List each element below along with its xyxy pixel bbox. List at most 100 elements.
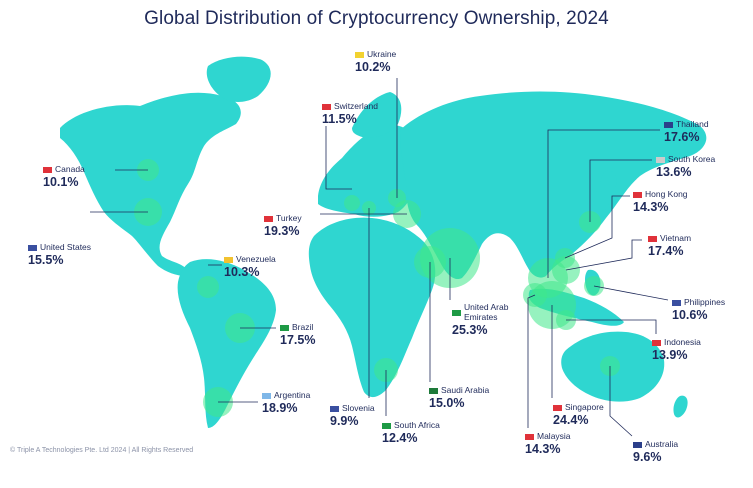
leader-line-philippines: [593, 285, 669, 301]
country-value: 17.4%: [648, 243, 684, 258]
country-label-slovenia: Slovenia 9.9%: [330, 403, 375, 428]
country-value: 15.0%: [429, 395, 465, 410]
country-name: Indonesia: [652, 337, 701, 348]
country-value: 17.5%: [280, 332, 316, 347]
country-value: 24.4%: [553, 412, 589, 427]
country-value: 10.2%: [355, 59, 391, 74]
page-title: Global Distribution of Cryptocurrency Ow…: [144, 8, 609, 29]
country-name-text: Ukraine: [367, 49, 397, 59]
country-name-text: Malaysia: [537, 431, 571, 441]
landmass-asia: [400, 91, 707, 280]
country-name: Argentina: [262, 390, 311, 401]
copyright-footer: © Triple A Technologies Pte. Ltd 2024 | …: [10, 447, 194, 454]
country-name-text: South Africa: [394, 420, 440, 430]
leader-line-switzerland: [325, 126, 352, 190]
country-value: 25.3%: [452, 322, 488, 337]
flag-icon: [648, 235, 657, 242]
country-label-brazil: Brazil 17.5%: [280, 322, 316, 347]
country-name: Ukraine: [355, 49, 397, 60]
country-name-text: Indonesia: [664, 337, 701, 347]
flag-icon: [633, 441, 642, 448]
country-value: 9.9%: [330, 413, 359, 428]
country-value: 11.5%: [322, 111, 357, 126]
country-value: 15.5%: [28, 252, 64, 267]
landmass-south-america: [177, 259, 276, 428]
leader-line-hong-kong: [564, 195, 630, 259]
leader-line-vietnam: [565, 239, 642, 271]
country-name-text: United Arab Emirates: [464, 302, 509, 322]
country-name-text: Venezuela: [236, 254, 276, 264]
country-label-uae: United Arab Emirates 25.3%: [452, 302, 509, 337]
country-label-canada: Canada 10.1%: [43, 164, 85, 189]
country-label-malaysia: Malaysia 14.3%: [525, 431, 571, 456]
country-label-ukraine: Ukraine 10.2%: [355, 49, 397, 74]
country-name-text: Saudi Arabia: [441, 385, 490, 395]
country-name-text: United States: [40, 242, 92, 252]
country-label-united-states: United States 15.5%: [28, 242, 92, 267]
country-name: Turkey: [264, 213, 302, 224]
country-name-text: Australia: [645, 439, 679, 449]
country-name: Venezuela: [224, 254, 276, 265]
country-name-text: Brazil: [292, 322, 314, 332]
country-label-venezuela: Venezuela 10.3%: [224, 254, 276, 279]
landmass-new-zealand: [673, 395, 688, 418]
flag-icon: [525, 433, 534, 440]
bubble-venezuela: [197, 276, 219, 298]
country-name: South Africa: [382, 420, 440, 431]
country-name-text: Philippines: [684, 297, 726, 307]
leader-line-indonesia: [566, 319, 657, 334]
country-name: Saudi Arabia: [429, 385, 490, 396]
country-label-switzerland: Switzerland 11.5%: [322, 101, 378, 126]
country-name: South Korea: [656, 154, 715, 165]
country-name-text: Argentina: [274, 390, 311, 400]
country-label-south-africa: South Africa 12.4%: [382, 420, 440, 445]
country-name-text: Singapore: [565, 402, 604, 412]
flag-icon: [28, 244, 37, 251]
country-name: Brazil: [280, 322, 315, 333]
country-label-saudi-arabia: Saudi Arabia 15.0%: [429, 385, 490, 410]
country-value: 9.6%: [633, 449, 662, 464]
country-value: 14.3%: [633, 199, 669, 214]
landmass-greenland: [206, 56, 271, 102]
flag-icon: [452, 309, 461, 316]
flag-icon: [322, 103, 331, 110]
flag-icon: [382, 422, 391, 429]
country-name: Malaysia: [525, 431, 571, 442]
country-value: 10.1%: [43, 174, 79, 189]
country-value: 17.6%: [664, 129, 700, 144]
country-name-text: Thailand: [676, 119, 709, 129]
country-value: 13.6%: [656, 164, 692, 179]
leader-line-australia: [609, 366, 633, 437]
country-label-hong-kong: Hong Kong 14.3%: [633, 189, 688, 214]
bubble-switzerland: [344, 195, 360, 211]
landmass-africa: [308, 217, 436, 398]
landmass-north-america: [60, 92, 241, 276]
flag-icon: [280, 324, 289, 331]
country-label-indonesia: Indonesia 13.9%: [652, 337, 701, 362]
country-name-text: Slovenia: [342, 403, 375, 413]
country-value: 10.6%: [672, 307, 708, 322]
landmasses: [60, 56, 707, 428]
country-name: Thailand: [664, 119, 709, 130]
flag-icon: [429, 387, 438, 394]
country-name-text: Hong Kong: [645, 189, 688, 199]
country-name-text: Vietnam: [660, 233, 692, 243]
flag-icon: [43, 166, 52, 173]
country-name: Slovenia: [330, 403, 375, 414]
flag-icon: [652, 339, 661, 346]
flag-icon: [633, 191, 642, 198]
country-name-text: Switzerland: [334, 101, 378, 111]
landmass-scandinavia: [352, 92, 402, 138]
leader-line-south-korea: [589, 159, 652, 222]
flag-icon: [224, 256, 233, 263]
country-name: Switzerland: [322, 101, 378, 112]
country-label-singapore: Singapore 24.4%: [553, 402, 604, 427]
country-name: Hong Kong: [633, 189, 688, 200]
country-name: United States: [28, 242, 92, 253]
country-name: Singapore: [553, 402, 604, 413]
leader-line-thailand: [547, 129, 660, 278]
country-value: 14.3%: [525, 441, 561, 456]
country-name: Philippines: [672, 297, 726, 308]
